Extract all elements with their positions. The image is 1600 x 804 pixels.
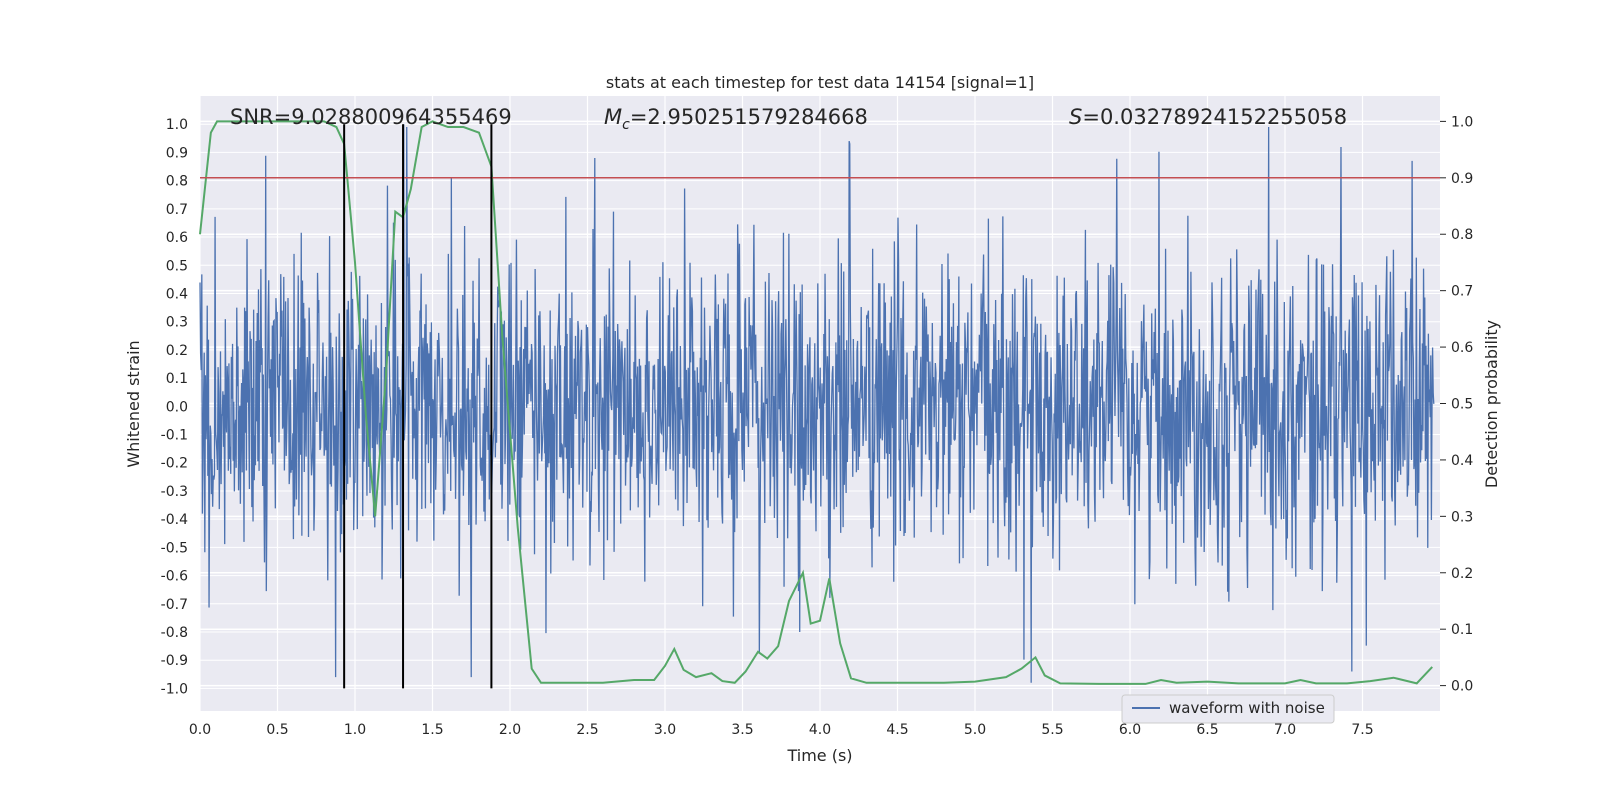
y-tick-label-right: 0.1 — [1451, 622, 1473, 638]
y-tick-label-left: 0.8 — [166, 174, 188, 190]
y-axis-label-left: Whitened strain — [124, 340, 143, 467]
y-tick-label-left: -0.9 — [161, 653, 188, 669]
x-tick-label: 4.5 — [886, 722, 908, 738]
tick-layer: 0.0 0.5 1.0 1.5 2.0 2.5 3.0 3.5 4.0 4.5 5.0 5.5 6.0 6… — [161, 114, 1474, 738]
y-tick-label-right: 0.4 — [1451, 453, 1473, 469]
y-tick-label-left: -0.8 — [161, 625, 188, 641]
x-tick-label: 6.5 — [1196, 722, 1218, 738]
y-tick-label-left: 0.9 — [166, 145, 188, 161]
x-axis-label: Time (s) — [786, 746, 852, 765]
y-tick-label-left: 0.0 — [166, 399, 188, 415]
probability-series — [199, 120, 1433, 685]
x-tick-label: 7.5 — [1351, 722, 1373, 738]
y-tick-label-left: -0.7 — [161, 597, 188, 613]
x-tick-label: 3.0 — [654, 722, 676, 738]
probability-line — [199, 120, 1433, 685]
s-value: =0.03278924152255058 — [1082, 105, 1347, 129]
y-axis-label-right: Detection probability — [1482, 320, 1501, 488]
legend-label: waveform with noise — [1169, 699, 1325, 717]
y-tick-label-left: 1.0 — [166, 117, 188, 133]
y-tick-label-left: -0.3 — [161, 484, 188, 500]
y-tick-label-right: 1.0 — [1451, 114, 1473, 130]
s-symbol: S — [1069, 105, 1082, 129]
y-tick-label-left: 0.7 — [166, 202, 188, 218]
x-tick-label: 5.5 — [1041, 722, 1063, 738]
x-tick-label: 5.0 — [964, 722, 986, 738]
vline-layer — [343, 124, 493, 689]
waveform-series — [199, 124, 1435, 683]
y-tick-label-left: 0.3 — [166, 315, 188, 331]
x-tick-label: 0.5 — [266, 722, 288, 738]
y-tick-label-left: 0.2 — [166, 343, 188, 359]
x-tick-label: 2.5 — [576, 722, 598, 738]
mc-annotation: Mc=2.950251579284668 — [604, 105, 868, 133]
y-tick-label-left: -0.4 — [161, 512, 188, 528]
mc-subscript: c — [622, 117, 630, 133]
y-tick-label-left: -0.5 — [161, 540, 188, 556]
y-tick-label-right: 0.9 — [1451, 171, 1473, 187]
y-tick-label-left: 0.5 — [166, 258, 188, 274]
y-tick-label-right: 0.6 — [1451, 340, 1473, 356]
x-tick-label: 6.0 — [1119, 722, 1141, 738]
y-tick-label-left: 0.1 — [166, 371, 188, 387]
x-tick-label: 3.5 — [731, 722, 753, 738]
y-tick-label-right: 0.0 — [1451, 679, 1473, 695]
mc-symbol: M — [604, 105, 622, 129]
chart-title: stats at each timestep for test data 141… — [606, 73, 1034, 92]
legend-box — [1121, 694, 1335, 724]
y-tick-label-right: 0.5 — [1451, 397, 1473, 413]
legend: waveform with noise — [1121, 694, 1335, 724]
y-tick-label-right: 0.2 — [1451, 566, 1473, 582]
y-tick-label-right: 0.7 — [1451, 284, 1473, 300]
y-tick-label-left: 0.6 — [166, 230, 188, 246]
snr-annotation: SNR=9.028800964355469 — [230, 105, 512, 129]
y-tick-label-right: 0.3 — [1451, 509, 1473, 525]
y-tick-label-left: 0.4 — [166, 286, 188, 302]
waveform-line — [199, 124, 1435, 683]
y-tick-label-left: -1.0 — [161, 681, 188, 697]
y-tick-label-left: -0.6 — [161, 569, 188, 585]
y-tick-label-right: 0.8 — [1451, 227, 1473, 243]
x-tick-label: 1.0 — [344, 722, 366, 738]
mc-value: =2.950251579284668 — [630, 105, 868, 129]
y-tick-label-left: -0.1 — [161, 428, 188, 444]
x-tick-label: 4.0 — [809, 722, 831, 738]
s-annotation: S=0.03278924152255058 — [1069, 105, 1347, 129]
x-tick-label: 1.5 — [421, 722, 443, 738]
x-tick-label: 0.0 — [189, 722, 211, 738]
y-tick-label-left: -0.2 — [161, 456, 188, 472]
x-tick-label: 7.0 — [1274, 722, 1296, 738]
x-tick-label: 2.0 — [499, 722, 521, 738]
